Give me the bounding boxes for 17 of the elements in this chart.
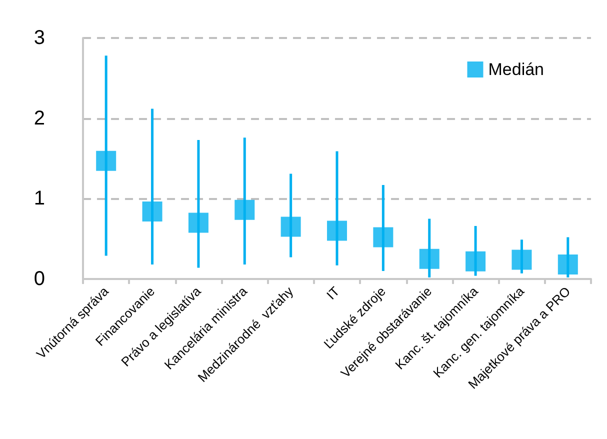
point [419,248,440,269]
y-tick-label: 2 [34,107,45,130]
point [466,251,486,272]
point [373,227,394,248]
point [280,216,301,237]
point [558,254,578,275]
point [96,150,116,171]
x-tick-label: IT [324,284,342,302]
point [234,200,255,220]
point [512,250,532,270]
point [188,212,208,233]
y-tick-label: 1 [34,188,45,210]
point [142,202,162,222]
point [327,220,347,241]
y-tick-label: 3 [34,27,45,49]
y-tick-label: 0 [34,268,45,290]
legend-label: Medián [488,60,544,79]
